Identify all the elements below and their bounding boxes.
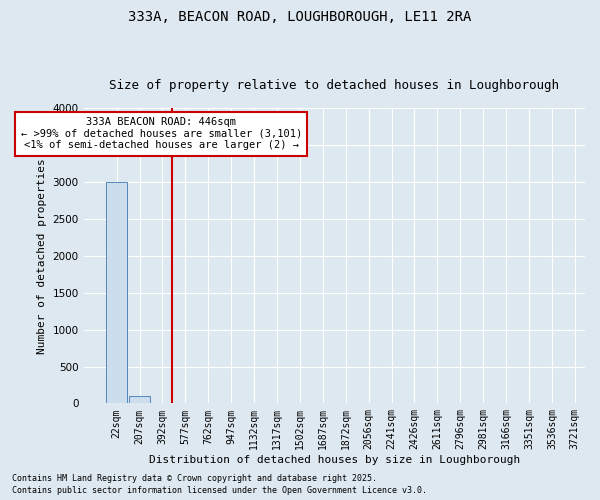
X-axis label: Distribution of detached houses by size in Loughborough: Distribution of detached houses by size … bbox=[149, 455, 520, 465]
Text: Contains HM Land Registry data © Crown copyright and database right 2025.
Contai: Contains HM Land Registry data © Crown c… bbox=[12, 474, 427, 495]
Text: 333A, BEACON ROAD, LOUGHBOROUGH, LE11 2RA: 333A, BEACON ROAD, LOUGHBOROUGH, LE11 2R… bbox=[128, 10, 472, 24]
Text: 333A BEACON ROAD: 446sqm
← >99% of detached houses are smaller (3,101)
<1% of se: 333A BEACON ROAD: 446sqm ← >99% of detac… bbox=[20, 118, 302, 150]
Bar bbox=[129, 396, 150, 404]
Title: Size of property relative to detached houses in Loughborough: Size of property relative to detached ho… bbox=[109, 79, 559, 92]
Y-axis label: Number of detached properties: Number of detached properties bbox=[37, 158, 47, 354]
Bar bbox=[106, 182, 127, 404]
